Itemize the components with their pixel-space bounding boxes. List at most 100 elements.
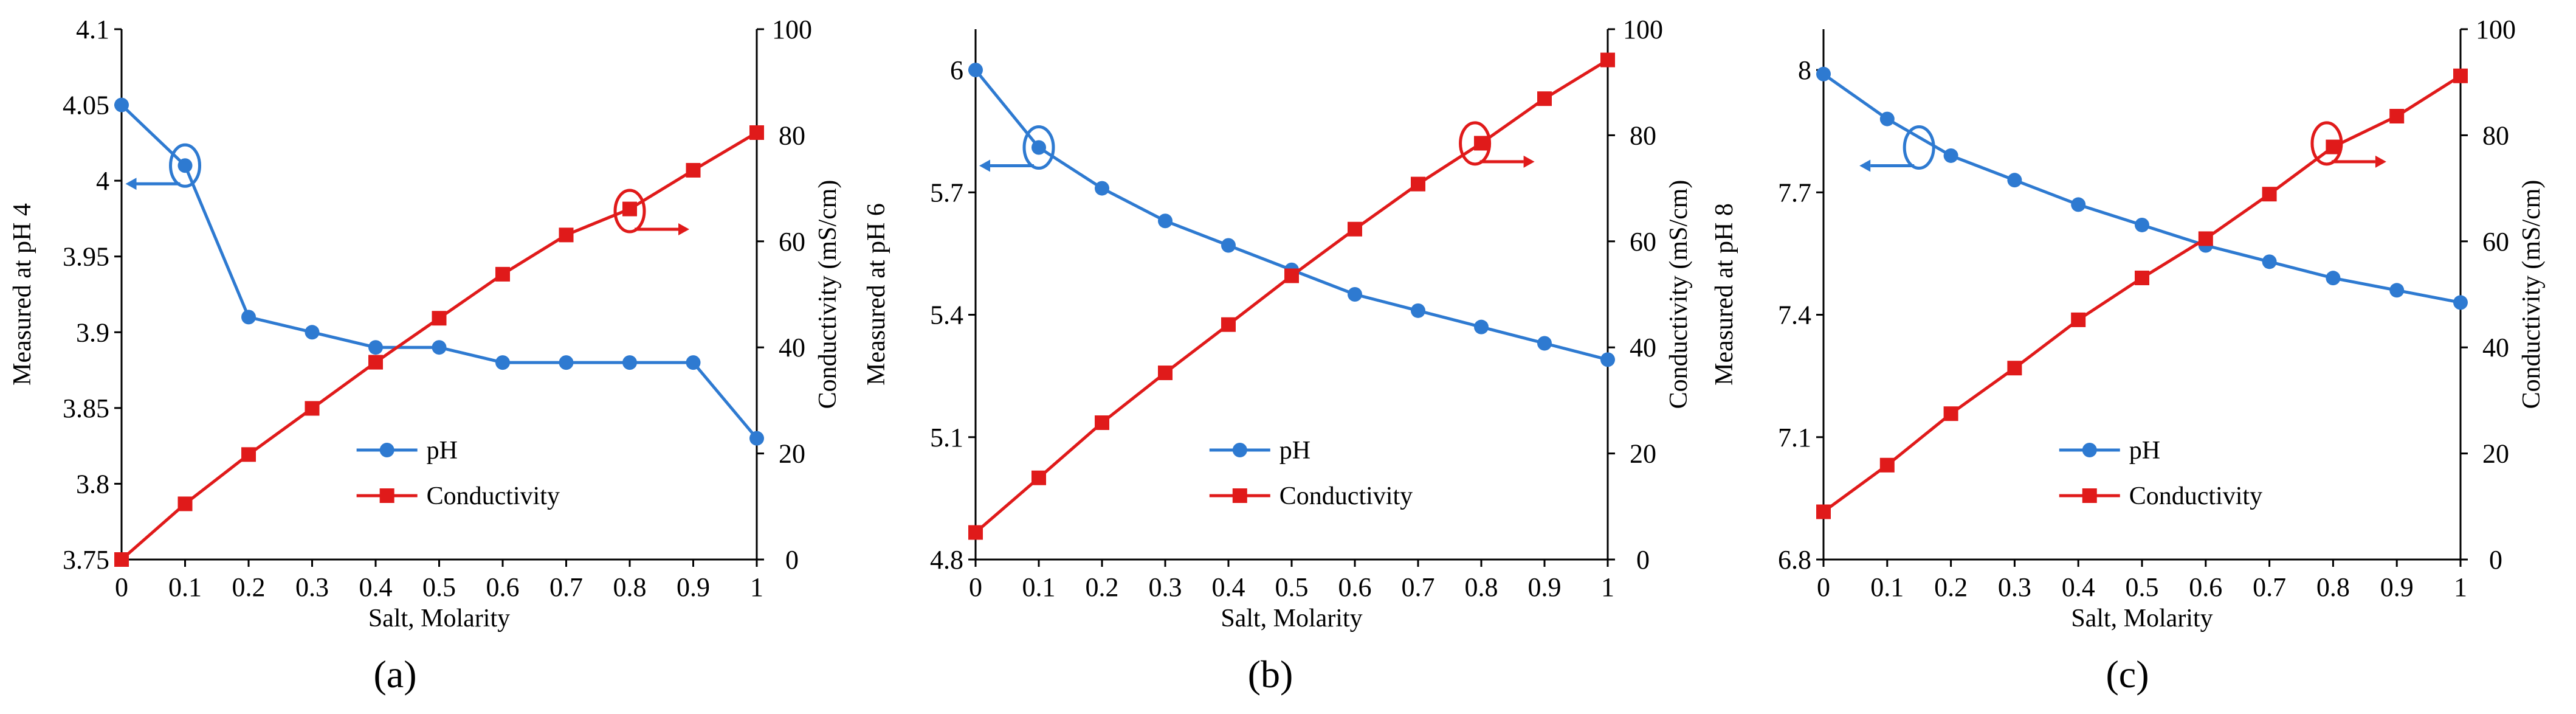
point-conductivity	[2198, 231, 2213, 246]
x-tick-label: 0.5	[1275, 572, 1309, 602]
point-conductivity	[177, 496, 193, 511]
point-conductivity	[2389, 109, 2405, 124]
point-ph	[1474, 319, 1489, 334]
panel-label: (b)	[1248, 653, 1293, 696]
point-conductivity	[305, 401, 320, 416]
y-axis-label-right: Conductivity (mS/cm)	[2518, 180, 2546, 409]
point-ph	[241, 310, 256, 325]
x-tick-label: 0.4	[1212, 572, 1245, 602]
y-right-tick-label: 60	[1630, 227, 1656, 257]
point-conductivity	[1411, 176, 1425, 192]
annotation-arrowhead-conductivity	[678, 223, 689, 235]
point-conductivity	[1031, 470, 1046, 485]
point-ph	[622, 355, 637, 370]
y-axis-label-left: Measured at pH 4	[9, 203, 36, 386]
annotation-arrowhead-ph	[125, 178, 137, 190]
y-right-tick-label: 100	[1623, 15, 1663, 44]
x-tick-label: 0	[115, 572, 128, 602]
point-conductivity	[2007, 361, 2022, 376]
point-conductivity	[2262, 187, 2277, 202]
y-left-tick-label: 3.75	[63, 545, 109, 575]
x-tick-label: 0.5	[2126, 572, 2159, 602]
x-tick-label: 0.2	[1086, 572, 1119, 602]
legend-label-ph: pH	[1279, 437, 1310, 465]
y-right-tick-label: 80	[1630, 120, 1656, 150]
x-tick-label: 0.6	[1338, 572, 1372, 602]
x-axis-label: Salt, Molarity	[2071, 605, 2213, 633]
point-ph	[495, 355, 510, 370]
y-left-tick-label: 6.8	[1778, 545, 1811, 575]
legend-marker-conductivity	[2082, 488, 2097, 503]
x-tick-label: 0.3	[1998, 572, 2031, 602]
x-tick-label: 0.8	[613, 572, 647, 602]
legend-label-conductivity: Conductivity	[2129, 482, 2262, 510]
point-ph	[749, 431, 764, 446]
y-left-tick-label: 3.95	[63, 242, 109, 272]
y-right-tick-label: 0	[1636, 545, 1650, 575]
x-axis-label: Salt, Molarity	[1221, 605, 1362, 633]
point-conductivity	[2071, 312, 2086, 327]
y-left-tick-label: 6	[950, 55, 963, 85]
y-right-tick-label: 40	[2482, 333, 2509, 362]
x-tick-label: 0.9	[677, 572, 710, 602]
point-conductivity	[1537, 91, 1552, 106]
point-conductivity	[559, 227, 574, 243]
y-left-tick-label: 3.85	[63, 393, 109, 423]
point-ph	[1095, 181, 1109, 196]
point-conductivity	[968, 525, 983, 540]
y-left-tick-label: 7.1	[1778, 423, 1811, 452]
point-conductivity	[1943, 406, 1958, 421]
x-tick-label: 0.2	[1934, 572, 1968, 602]
point-ph	[1158, 213, 1173, 229]
point-ph	[1031, 140, 1046, 155]
point-conductivity	[1816, 504, 1831, 519]
y-right-tick-label: 20	[779, 439, 805, 469]
y-left-tick-label: 4	[96, 166, 109, 196]
y-right-tick-label: 20	[2482, 439, 2509, 469]
y-left-tick-label: 7.7	[1778, 178, 1811, 207]
point-ph	[1600, 352, 1615, 367]
x-tick-label: 0.8	[1465, 572, 1498, 602]
point-ph	[2453, 295, 2468, 310]
y-right-tick-label: 40	[1630, 333, 1656, 362]
x-tick-label: 0.3	[295, 572, 329, 602]
point-ph	[686, 355, 701, 370]
annotation-ellipse-ph	[1903, 125, 1935, 170]
y-right-tick-label: 0	[2489, 545, 2502, 575]
annotation-ellipse-conductivity	[2310, 121, 2343, 166]
point-conductivity	[1284, 268, 1299, 283]
legend-label-ph: pH	[427, 437, 458, 465]
x-tick-label: 1	[1601, 572, 1614, 602]
point-ph	[2007, 173, 2022, 188]
x-tick-label: 0.5	[422, 572, 456, 602]
chart-panel-3: 0 0.1 0.2 0.3 0.4 0.5 0.6 0.7 0.8 0.9 1 6.8 7.1 7.4 7.…	[1710, 15, 2546, 696]
panel-label: (c)	[2106, 653, 2149, 696]
point-ph	[1221, 238, 1236, 253]
x-tick-label: 0.4	[359, 572, 393, 602]
y-left-tick-label: 5.1	[930, 423, 963, 452]
x-tick-label: 0.6	[2189, 572, 2222, 602]
y-right-tick-label: 60	[779, 227, 805, 257]
point-ph	[177, 158, 193, 173]
annotation-arrowhead-conductivity	[1523, 155, 1535, 168]
point-ph	[968, 63, 983, 78]
y-axis-label-left: Measured at pH 8	[1710, 203, 1738, 386]
legend-marker-ph	[2082, 443, 2097, 457]
point-conductivity	[432, 311, 447, 326]
x-tick-label: 0.7	[1402, 572, 1435, 602]
x-tick-label: 0.3	[1149, 572, 1182, 602]
x-tick-label: 0.1	[1870, 572, 1904, 602]
point-conductivity	[1879, 457, 1895, 473]
legend-label-ph: pH	[2129, 437, 2160, 465]
annotation-arrowhead-conductivity	[2375, 155, 2386, 168]
legend-marker-conductivity	[379, 488, 394, 503]
legend-label-conductivity: Conductivity	[1279, 482, 1413, 510]
x-tick-label: 0.4	[2062, 572, 2095, 602]
chart-panel-2: 0 0.1 0.2 0.3 0.4 0.5 0.6 0.7 0.8 0.9 1 4.8 5.1 5.4 5.…	[863, 15, 1693, 696]
point-ph	[2071, 197, 2086, 212]
x-tick-label: 0.7	[549, 572, 583, 602]
y-left-tick-label: 3.8	[76, 469, 109, 499]
point-conductivity	[241, 447, 256, 462]
x-tick-label: 0.9	[2380, 572, 2414, 602]
